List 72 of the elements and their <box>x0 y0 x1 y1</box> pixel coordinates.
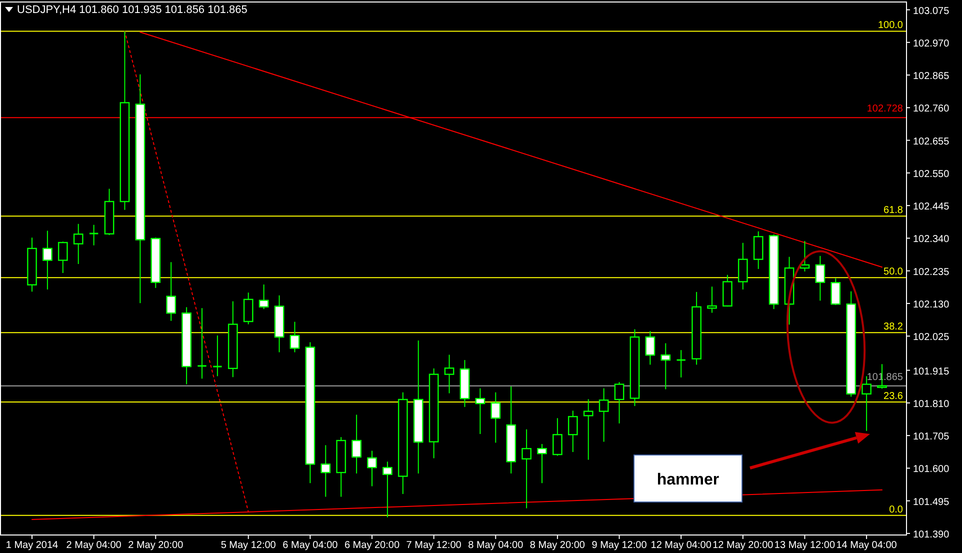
candlestick <box>645 330 656 366</box>
x-tick-label: 2 May 04:00 <box>66 540 122 551</box>
x-tick-label: 9 May 12:00 <box>592 540 648 551</box>
ref-line-label: 102.728 <box>866 104 904 115</box>
candlestick <box>166 262 176 322</box>
x-tick-label: 8 May 04:00 <box>468 540 524 551</box>
y-tick-label: 102.130 <box>913 299 950 310</box>
candlestick <box>583 398 594 460</box>
annotation: 23.6 <box>884 390 904 402</box>
x-tick-label: 13 May 12:00 <box>774 540 836 551</box>
candlestick <box>475 388 486 434</box>
x-tick-label: 6 May 04:00 <box>282 540 338 551</box>
y-tick-label: 102.970 <box>913 38 950 50</box>
x-tick-label: 14 May 04:00 <box>836 540 898 551</box>
y-tick-label: 102.445 <box>913 202 950 213</box>
x-tick-label: 1 May 2014 <box>6 540 59 551</box>
candlestick <box>815 255 826 302</box>
candlestick <box>660 342 671 390</box>
y-tick-label: 101.810 <box>913 398 950 410</box>
candlestick <box>73 223 84 264</box>
candlestick <box>552 418 562 456</box>
candlestick <box>490 392 501 444</box>
x-tick-label: 12 May 20:00 <box>712 540 774 551</box>
candlestick <box>42 230 52 290</box>
candlestick <box>212 334 223 377</box>
annotation: 61.8 <box>884 205 904 216</box>
x-tick-label: 5 May 12:00 <box>220 540 276 551</box>
y-tick-label: 101.915 <box>913 366 950 378</box>
candlestick <box>196 308 208 380</box>
y-tick-label: 102.550 <box>913 168 950 180</box>
y-tick-label: 101.495 <box>913 496 950 508</box>
candlestick <box>243 292 254 325</box>
chart-title: USDJPY,H4 101.860 101.935 101.856 101.865 <box>17 4 248 16</box>
candlestick <box>58 241 68 274</box>
y-tick-label: 101.600 <box>913 464 950 476</box>
candlestick <box>676 350 686 378</box>
candlestick <box>352 414 362 474</box>
y-tick-label: 102.865 <box>913 71 950 82</box>
candlestick <box>830 278 841 306</box>
x-tick-label: 12 May 04:00 <box>650 540 712 551</box>
x-tick-label: 2 May 20:00 <box>128 540 184 551</box>
candlestick <box>367 450 377 487</box>
candlestick <box>598 388 609 442</box>
x-tick-label: 8 May 20:00 <box>530 540 586 551</box>
annotation: 100.0 <box>878 20 904 32</box>
x-tick-label: 6 May 20:00 <box>344 540 400 551</box>
y-tick-label: 102.655 <box>913 136 950 148</box>
candlestick <box>382 461 392 518</box>
y-tick-label: 102.025 <box>913 332 950 344</box>
y-tick-label: 102.340 <box>913 234 950 246</box>
annotation: 38.2 <box>884 322 904 333</box>
y-tick-label: 101.390 <box>913 529 950 540</box>
x-tick-label: 7 May 12:00 <box>406 540 462 551</box>
candlestick <box>522 428 532 509</box>
y-tick-label: 102.760 <box>913 104 950 115</box>
annotation: hammer <box>656 472 720 488</box>
candlestick <box>568 410 578 453</box>
candlestick <box>88 224 99 246</box>
candlestick <box>738 242 748 290</box>
candlestick <box>614 382 624 424</box>
candlestick <box>290 321 300 353</box>
y-tick-label: 101.705 <box>913 432 950 443</box>
candlestick <box>707 286 717 314</box>
candlestick <box>320 444 331 498</box>
candlestick <box>537 443 547 484</box>
candlestick <box>753 230 764 270</box>
y-tick-label: 103.075 <box>913 6 950 17</box>
annotation: 50.0 <box>884 266 904 278</box>
candlestick <box>444 354 454 394</box>
y-tick-label: 102.235 <box>913 266 950 278</box>
annotation: 0.0 <box>889 504 904 516</box>
candlestick <box>258 284 269 310</box>
